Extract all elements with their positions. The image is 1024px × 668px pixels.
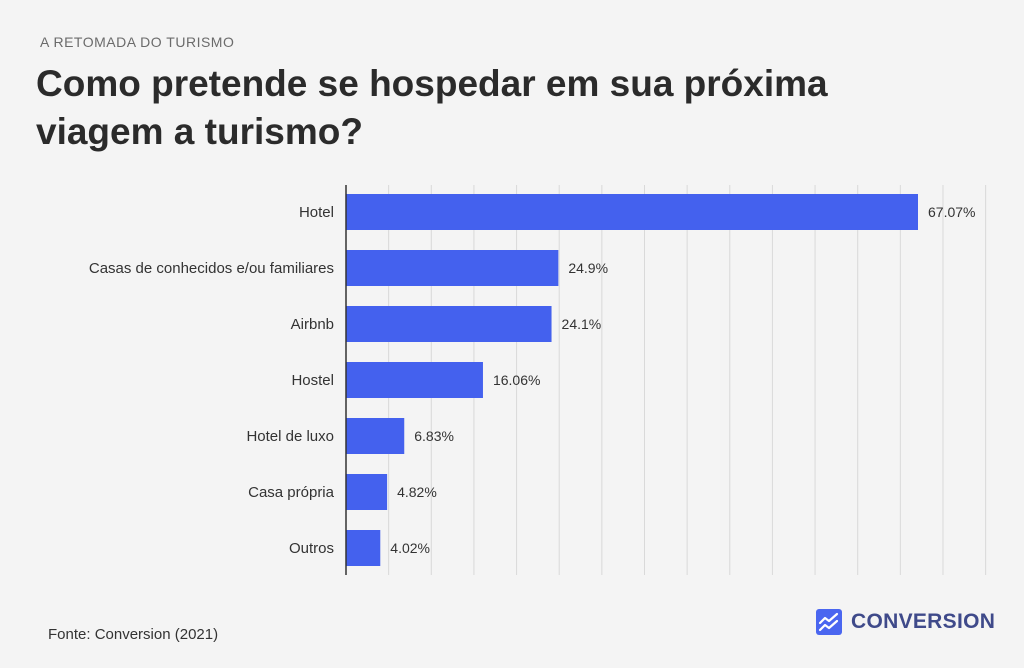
category-label: Hotel de luxo: [246, 428, 334, 445]
eyebrow-label: A RETOMADA DO TURISMO: [40, 34, 235, 50]
bar-1: [346, 250, 559, 286]
value-label: 4.82%: [397, 484, 437, 500]
bar-4: [346, 418, 405, 454]
value-label: 16.06%: [493, 372, 540, 388]
source-note: Fonte: Conversion (2021): [48, 626, 219, 643]
bar-0: [346, 194, 918, 230]
bar-6: [346, 530, 381, 566]
chart-title: Como pretende se hospedar em sua próxima…: [36, 63, 828, 152]
category-label: Casa própria: [248, 484, 335, 501]
value-label: 24.9%: [568, 260, 608, 276]
category-label: Casas de conhecidos e/ou familiares: [89, 260, 334, 277]
bar-3: [346, 362, 483, 398]
category-label: Airbnb: [291, 316, 334, 333]
bar-2: [346, 306, 552, 342]
brand-logo: CONVERSION: [816, 606, 995, 638]
bar-chart: Hotel 67.07% Casas de conhecidos e/ou fami…: [89, 185, 987, 575]
brand-name: CONVERSION: [851, 610, 996, 633]
category-label: Hotel: [299, 204, 334, 221]
value-label: 24.1%: [562, 316, 602, 332]
value-label: 67.07%: [928, 204, 975, 220]
bars-layer: [346, 194, 918, 566]
labels-layer: Hotel 67.07% Casas de conhecidos e/ou fami…: [89, 204, 976, 557]
value-label: 4.02%: [390, 540, 430, 556]
chart-logo-icon: [816, 609, 842, 635]
bar-5: [346, 474, 388, 510]
value-label: 6.83%: [414, 428, 454, 444]
category-label: Outros: [289, 540, 334, 557]
category-label: Hostel: [291, 372, 334, 389]
